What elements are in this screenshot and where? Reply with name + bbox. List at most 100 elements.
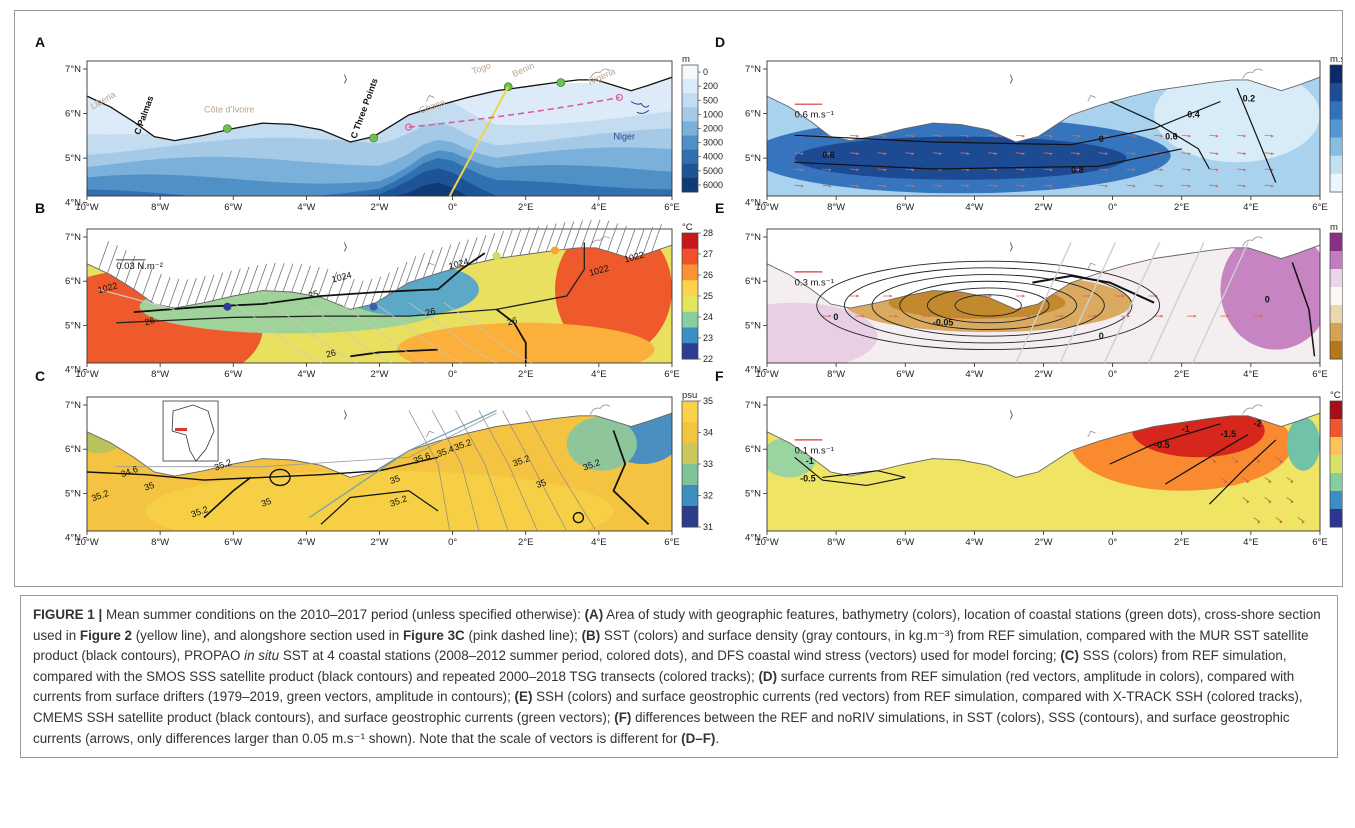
- land: [767, 229, 1320, 310]
- current-vector-head: [1188, 152, 1191, 156]
- lat-tick-label: 6°N: [745, 444, 761, 455]
- colorbar-tick-label: 32: [703, 491, 713, 501]
- wind-stress-vector: [554, 222, 566, 251]
- lon-tick-label: 8°W: [151, 537, 169, 548]
- contour-label: 0.2: [1243, 94, 1256, 104]
- current-vector-head: [955, 294, 959, 298]
- current-vector-head: [1215, 134, 1219, 138]
- colorbar-segment: [682, 121, 698, 137]
- current-vector-head: [989, 294, 992, 298]
- wind-stress-vector: [212, 272, 224, 301]
- current-vector: [1253, 517, 1261, 523]
- wind-stress-vector: [545, 223, 557, 252]
- caption-segment: in situ: [244, 648, 280, 664]
- colorbar-tick-label: 26: [703, 270, 713, 280]
- niger-delta-rivers: [630, 101, 650, 114]
- wind-stress-vector: [449, 241, 461, 271]
- current-vector-head: [895, 314, 898, 318]
- lat-tick-label: 7°N: [65, 400, 81, 411]
- current-vector-head: [856, 168, 859, 172]
- contour-line: [1109, 423, 1221, 465]
- wind-stress-vector: [98, 241, 110, 270]
- panel-label: D: [715, 34, 725, 50]
- current-vector-head: [1271, 168, 1274, 172]
- current-vector-head: [1088, 294, 1092, 298]
- colorbar-segment: [682, 233, 698, 250]
- wind-stress-vector: [387, 266, 399, 296]
- current-vector-head: [911, 152, 915, 156]
- contour-loop: [269, 468, 291, 487]
- high-patch: [767, 302, 878, 363]
- current-vector-head: [1215, 168, 1219, 172]
- wind-stress-vector: [501, 229, 513, 258]
- current-vector-head: [939, 184, 942, 188]
- colorbar-segment: [682, 443, 698, 465]
- lat-tick-label: 6°N: [745, 109, 761, 120]
- wind-stress-vector: [616, 225, 627, 255]
- current-vector-head: [1160, 314, 1164, 318]
- current-vector-head: [1077, 184, 1081, 188]
- contour-line: [98, 288, 175, 310]
- colorbar-unit: °C: [682, 222, 693, 233]
- wind-stress-vector: [580, 219, 592, 248]
- map-frame: [766, 228, 1321, 364]
- contour-line: [443, 302, 532, 364]
- contour-label: 0: [1265, 295, 1270, 305]
- figure-canvas: A 10°W 8°W 6°W 4°W 2°W 0° 2°E 4°E 6°E 7°N 6°N 5°N 4°N…: [35, 34, 1342, 548]
- lon-tick-label: 6°E: [664, 202, 679, 213]
- lon-tick-label: 8°W: [827, 202, 845, 213]
- contour-line: [431, 410, 480, 532]
- current-vector-head: [1022, 152, 1025, 156]
- lagoon-mark: [343, 242, 347, 252]
- contour-line: [525, 410, 597, 532]
- wind-stress-vector: [642, 226, 654, 256]
- lon-tick-label: 10°W: [755, 202, 778, 213]
- lagoon-mark: [1009, 74, 1013, 84]
- lon-tick-label: 6°E: [1312, 369, 1327, 380]
- caption-segment: (B): [581, 627, 601, 643]
- colorbar-segment: [682, 79, 698, 94]
- high-patch: [1220, 245, 1320, 350]
- wind-stress-vector: [458, 239, 469, 268]
- wind-stress-vector: [440, 244, 452, 273]
- lat-tick-label: 4°N: [745, 198, 761, 209]
- colorbar-segment: [682, 264, 698, 281]
- contour-line: [1291, 262, 1316, 357]
- land: [767, 61, 1320, 142]
- map-frame: [766, 396, 1321, 532]
- current-vector: [1231, 456, 1239, 463]
- colorbar-segment: [682, 485, 698, 507]
- lon-tick-label: 4°E: [591, 202, 606, 213]
- wind-stress-vector: [484, 233, 496, 262]
- colorbar-segment: [682, 65, 698, 80]
- wind-stress-vector: [291, 263, 303, 293]
- wind-stress-vector: [124, 255, 136, 284]
- lon-tick-label: 10°W: [755, 537, 778, 548]
- map-frame: [86, 396, 673, 532]
- current-vector-head: [1271, 184, 1274, 188]
- coastline: [86, 76, 673, 143]
- current-vector-head: [1055, 294, 1059, 298]
- current-vector-head: [1160, 184, 1164, 188]
- lon-tick-label: 2°E: [518, 537, 533, 548]
- current-vector-head: [1279, 460, 1283, 464]
- lat-tick-label: 4°N: [65, 198, 81, 209]
- colorbar-segment: [1330, 137, 1342, 157]
- lon-tick-label: 0°: [1108, 537, 1117, 548]
- current-vector-head: [884, 184, 887, 188]
- current-vector-head: [1105, 152, 1108, 156]
- contour-label: 1022: [588, 263, 610, 278]
- current-vector-head: [1224, 480, 1228, 484]
- contour-label: 35: [535, 477, 548, 490]
- current-vector-head: [1049, 184, 1053, 188]
- coastline: [766, 76, 1321, 143]
- lon-tick-label: 4°W: [965, 202, 983, 213]
- lon-tick-label: 2°W: [1034, 537, 1052, 548]
- caption-figure-label: FIGURE 1 |: [33, 607, 106, 622]
- coastal-station-dot: [556, 78, 566, 87]
- colorbar-segment: [1330, 473, 1342, 492]
- wind-stress-vector: [177, 279, 189, 308]
- lon-tick-label: 0°: [1108, 369, 1117, 380]
- contour-line: [268, 302, 357, 364]
- in-situ-sst-dot: [551, 246, 559, 255]
